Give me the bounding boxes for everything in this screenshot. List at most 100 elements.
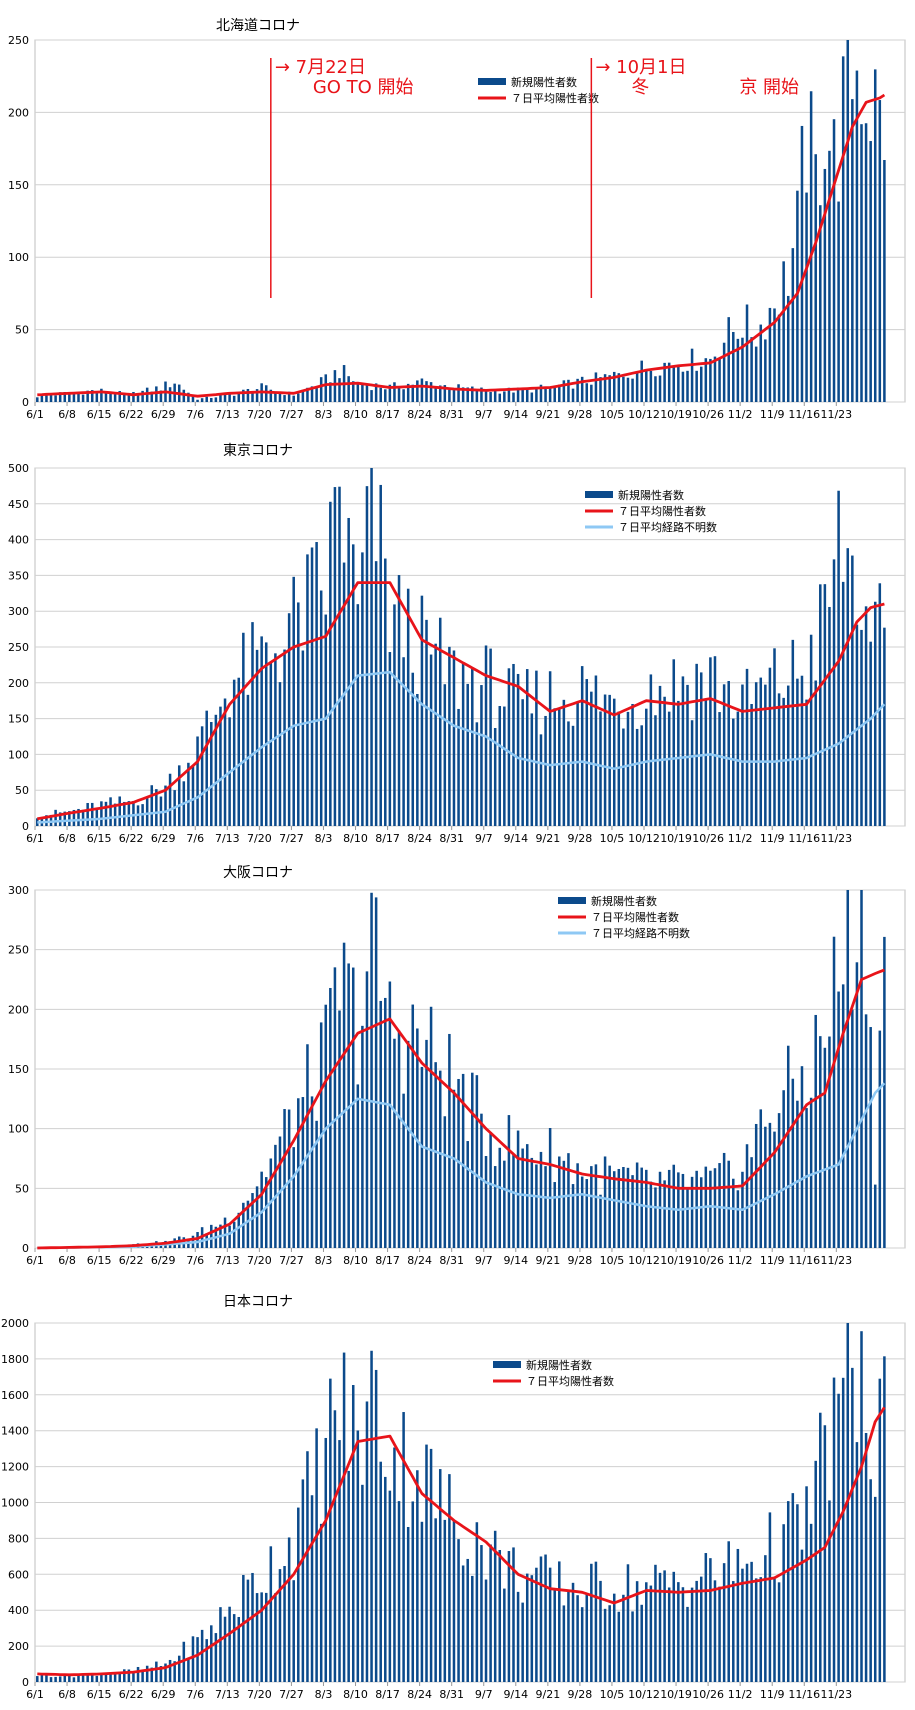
- x-tick-label: 8/17: [375, 1254, 400, 1267]
- bar: [136, 1666, 140, 1682]
- bar: [480, 685, 483, 826]
- bar: [544, 1554, 547, 1682]
- bar: [690, 348, 694, 402]
- bar: [164, 785, 167, 826]
- bar: [425, 1039, 428, 1248]
- bar: [539, 734, 543, 826]
- bar: [704, 700, 708, 826]
- bar: [466, 683, 469, 826]
- bar: [489, 648, 492, 826]
- bar: [878, 1030, 882, 1248]
- bar: [612, 698, 616, 826]
- bar: [516, 673, 520, 826]
- x-tick-label: 11/16: [788, 1688, 820, 1701]
- bar: [136, 395, 140, 402]
- x-tick-label: 8/17: [375, 832, 400, 845]
- bar: [338, 1010, 341, 1248]
- bar: [635, 1581, 639, 1682]
- bar: [264, 1177, 268, 1248]
- bar: [374, 897, 378, 1248]
- bar: [860, 124, 863, 402]
- bar: [626, 377, 630, 402]
- bar: [713, 656, 717, 826]
- bar: [274, 1593, 277, 1682]
- x-tick-label: 8/31: [439, 1254, 464, 1267]
- bar: [159, 1666, 163, 1682]
- bar: [622, 1594, 625, 1682]
- bar: [68, 1675, 71, 1682]
- bar: [95, 391, 99, 402]
- bar: [823, 168, 827, 402]
- bar: [347, 376, 350, 402]
- x-tick-label: 10/5: [600, 1688, 625, 1701]
- bar: [603, 694, 607, 826]
- bar: [333, 967, 337, 1248]
- bar: [658, 1171, 662, 1248]
- bar: [132, 391, 135, 402]
- bar: [704, 1553, 708, 1682]
- bar: [306, 1044, 309, 1248]
- bar: [104, 801, 108, 826]
- bar: [864, 123, 868, 402]
- bar: [324, 1437, 328, 1682]
- bar: [237, 392, 241, 402]
- bar: [232, 1221, 236, 1248]
- bar: [297, 602, 300, 826]
- bar: [626, 711, 630, 826]
- bar: [640, 360, 643, 402]
- bar: [406, 1526, 410, 1682]
- bar: [796, 1504, 799, 1682]
- bar: [54, 1676, 57, 1682]
- bar: [599, 377, 602, 402]
- x-tick-label: 8/10: [343, 408, 368, 421]
- bar: [649, 674, 653, 826]
- bar: [347, 1470, 350, 1682]
- bar: [58, 812, 62, 826]
- bar: [544, 1166, 547, 1248]
- bar: [576, 378, 579, 402]
- bar: [677, 365, 680, 402]
- bar: [764, 1555, 767, 1682]
- bar: [292, 395, 295, 402]
- y-tick-label: 400: [8, 1604, 29, 1617]
- bar: [828, 606, 831, 826]
- bar: [118, 1673, 121, 1682]
- bar: [452, 1520, 456, 1682]
- bar: [704, 358, 708, 402]
- bar: [658, 685, 662, 826]
- bar: [260, 1171, 263, 1248]
- bar: [388, 981, 392, 1248]
- bar: [361, 1025, 364, 1248]
- x-tick-label: 6/29: [151, 1688, 176, 1701]
- annotation-label: → 10月1日: [595, 57, 686, 78]
- y-tick-label: 450: [8, 498, 29, 511]
- chart-title: 日本コロナ: [223, 1294, 293, 1310]
- bar: [223, 1217, 227, 1248]
- bar: [219, 706, 222, 826]
- bar: [521, 388, 524, 402]
- bar: [315, 542, 318, 826]
- bar: [68, 811, 71, 826]
- bar: [58, 1676, 62, 1682]
- bar: [507, 668, 511, 826]
- bar: [718, 1163, 721, 1248]
- bar: [567, 1590, 570, 1682]
- bar: [741, 684, 744, 826]
- bar: [883, 159, 886, 402]
- series-line-unknown-route: [37, 1082, 886, 1250]
- y-tick-label: 2000: [1, 1317, 29, 1330]
- bar: [168, 1659, 172, 1682]
- bar: [612, 1593, 616, 1682]
- bar: [791, 1493, 795, 1682]
- bar: [310, 1495, 314, 1682]
- x-tick-label: 8/3: [315, 832, 333, 845]
- bar: [310, 386, 314, 402]
- bar: [434, 388, 437, 402]
- bar: [333, 1410, 337, 1682]
- legend-label: 新規陽性者数: [526, 1358, 592, 1372]
- bar: [654, 1564, 657, 1682]
- bar: [732, 331, 735, 402]
- x-tick-label: 6/8: [58, 408, 76, 421]
- bar: [883, 936, 886, 1248]
